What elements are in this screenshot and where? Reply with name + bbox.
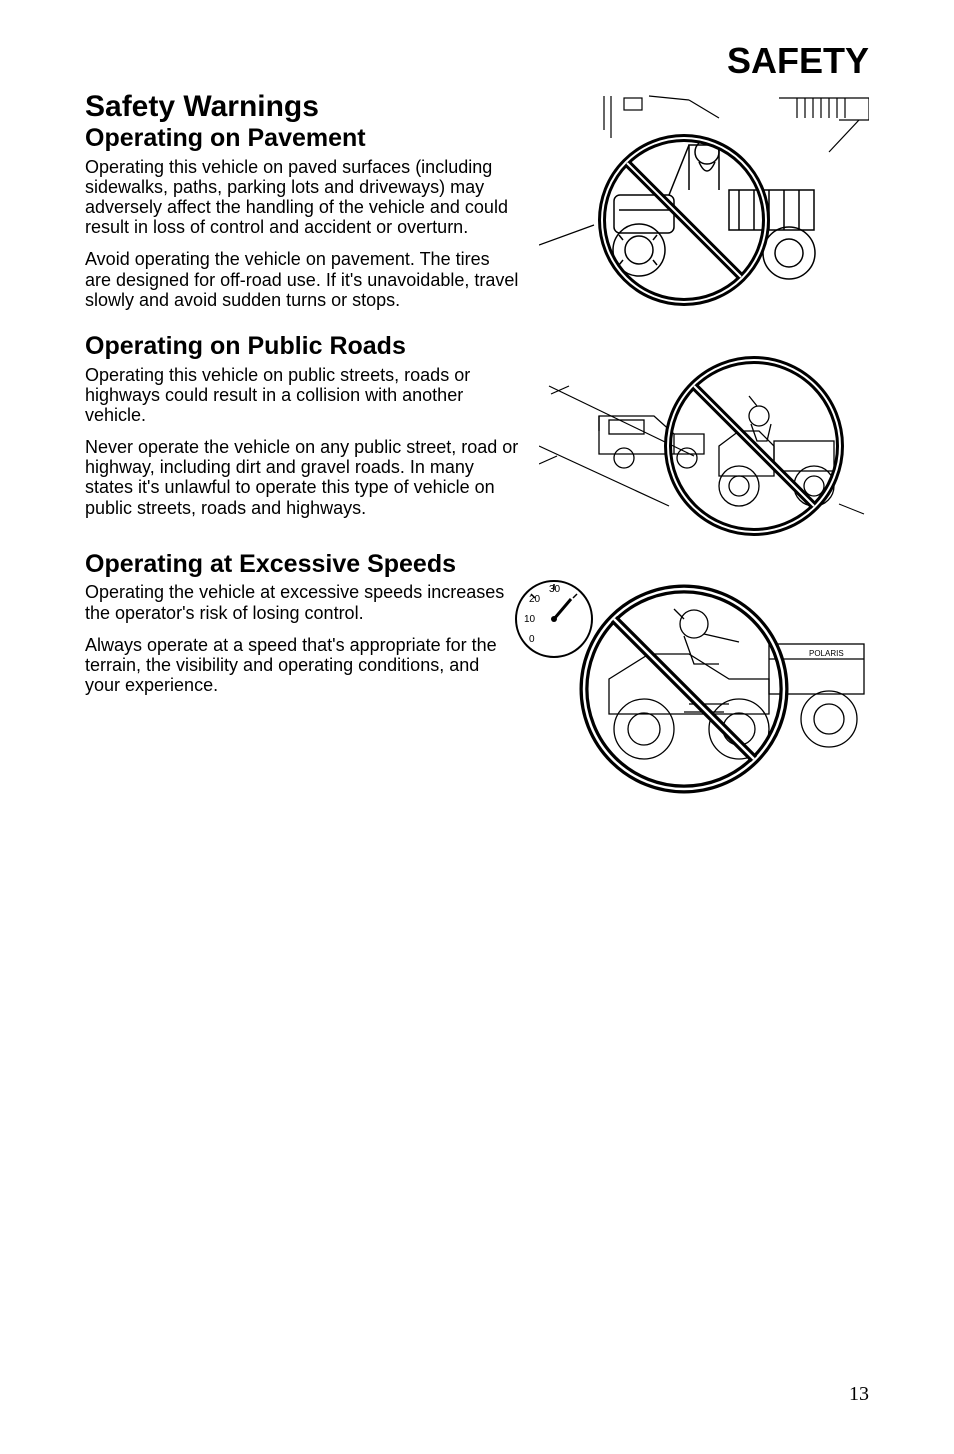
speedometer-icon: 20 30 10 0 xyxy=(516,581,592,657)
image-column: POLARIS xyxy=(539,90,869,804)
section-heading-excessive-speed: Operating at Excessive Speeds xyxy=(85,550,519,579)
text-column: Safety Warnings Operating on Pavement Op… xyxy=(85,90,519,804)
svg-text:30: 30 xyxy=(549,584,561,595)
body-paragraph: Operating this vehicle on paved surfaces… xyxy=(85,157,519,238)
no-public-roads-illustration xyxy=(539,326,869,546)
page-header: SAFETY xyxy=(85,40,869,82)
section-heading-public-roads: Operating on Public Roads xyxy=(85,332,519,361)
no-excessive-speed-illustration: POLARIS xyxy=(509,564,869,804)
body-paragraph: Operating this vehicle on public streets… xyxy=(85,365,519,425)
body-paragraph: Always operate at a speed that's appropr… xyxy=(85,635,519,695)
content-wrapper: Safety Warnings Operating on Pavement Op… xyxy=(85,90,869,804)
prohibition-icon xyxy=(668,360,840,532)
body-paragraph: Never operate the vehicle on any public … xyxy=(85,437,519,518)
svg-text:POLARIS: POLARIS xyxy=(809,649,844,658)
svg-text:0: 0 xyxy=(529,634,535,645)
prohibition-icon xyxy=(602,138,766,302)
main-title: Safety Warnings xyxy=(85,90,519,124)
no-pavement-illustration xyxy=(539,90,869,308)
page-number: 13 xyxy=(849,1383,869,1406)
section-heading-pavement: Operating on Pavement xyxy=(85,124,519,153)
body-paragraph: Avoid operating the vehicle on pavement.… xyxy=(85,249,519,309)
svg-text:20: 20 xyxy=(529,594,541,605)
svg-text:10: 10 xyxy=(524,614,536,625)
body-paragraph: Operating the vehicle at excessive speed… xyxy=(85,582,519,622)
